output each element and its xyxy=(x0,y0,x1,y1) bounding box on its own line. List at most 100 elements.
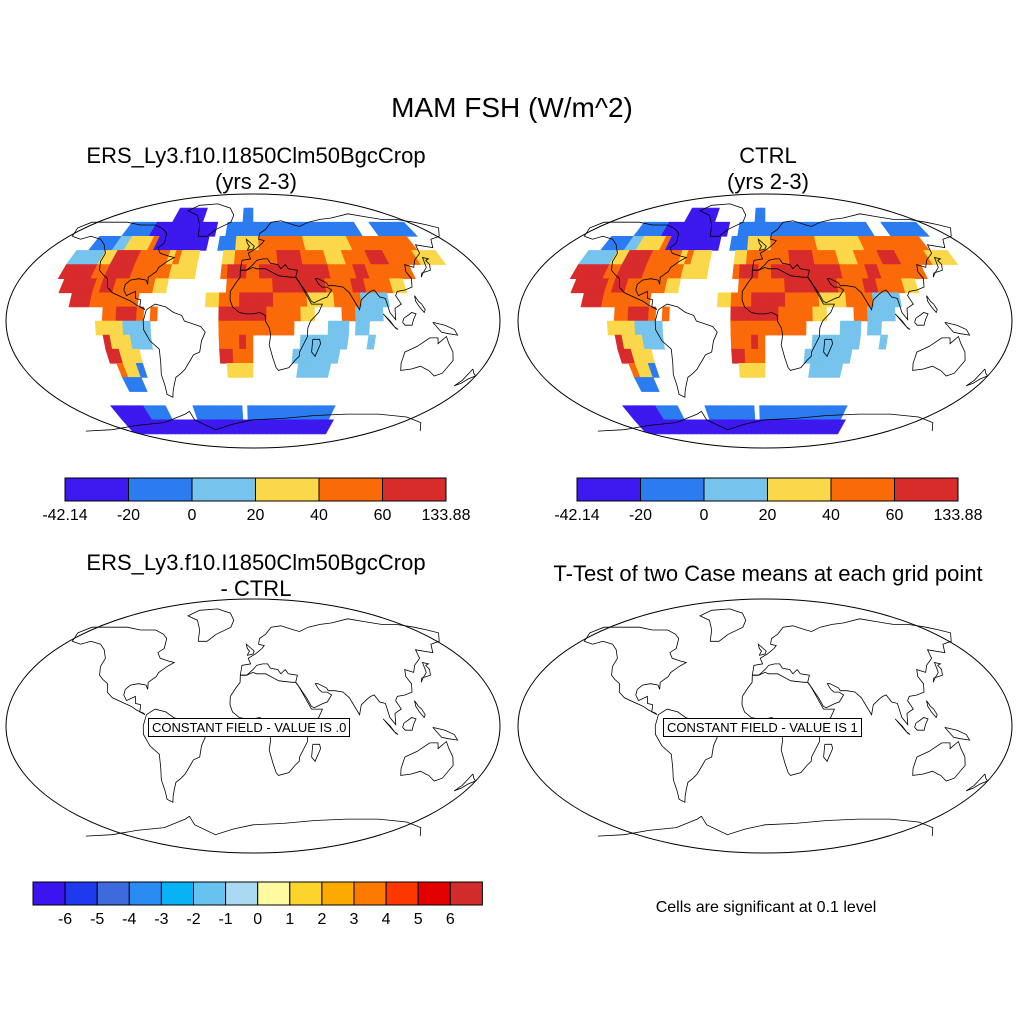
grid-cell xyxy=(716,292,726,308)
colorbar-tick-label: 3 xyxy=(350,911,359,928)
map1-coastline xyxy=(311,338,322,358)
map4-coastline xyxy=(823,743,834,763)
grid-cell xyxy=(744,320,752,336)
colorbar-swatch xyxy=(894,477,959,502)
grid-cell xyxy=(252,292,261,308)
grid-cell xyxy=(272,278,281,294)
grid-cell xyxy=(245,348,254,364)
grid-cell xyxy=(654,320,664,336)
map1-coastline xyxy=(245,238,255,251)
colorbar-swatch xyxy=(64,881,98,906)
grid-cell xyxy=(232,306,240,322)
colorbar-ctrl: -42.14 -20 0 20 40 60 133.88 xyxy=(554,477,983,524)
colorbar-tick-label: 1 xyxy=(285,911,294,928)
grid-cell xyxy=(225,278,234,294)
grid-cell xyxy=(232,320,240,336)
grid-cell xyxy=(648,320,657,336)
map3-coastline xyxy=(453,773,477,792)
grid-cell xyxy=(699,264,710,279)
map4-border xyxy=(517,598,1013,854)
grid-cell xyxy=(239,278,247,294)
grid-cell xyxy=(798,306,807,322)
constant-field-label-diff: CONSTANT FIELD - VALUE IS .0 xyxy=(148,718,351,737)
grid-cell xyxy=(771,278,779,294)
grid-cell xyxy=(252,320,261,336)
colorbar-swatch xyxy=(767,477,832,502)
colorbar-swatch xyxy=(640,477,705,502)
grid-cell xyxy=(258,264,267,279)
map4-coastline xyxy=(965,773,989,792)
grid-cell xyxy=(143,334,153,350)
map2-coastline xyxy=(654,303,718,398)
map-panel-ttest xyxy=(517,598,1013,854)
grid-cell xyxy=(730,292,739,308)
grid-cell xyxy=(758,264,766,279)
grid-cell xyxy=(218,292,227,308)
map4-coastline xyxy=(932,661,943,683)
grid-cell xyxy=(759,207,766,223)
colorbar-swatch xyxy=(225,881,259,906)
colorbar-tick-label: -4 xyxy=(122,911,136,928)
map3-coastlines xyxy=(71,608,477,837)
grid-cell xyxy=(286,306,295,322)
grid-cell xyxy=(606,320,616,336)
grid-cell xyxy=(764,405,771,421)
grid-cell xyxy=(764,278,773,294)
grid-cell xyxy=(750,320,759,336)
grid-cell xyxy=(218,334,227,350)
grid-cell xyxy=(757,320,766,336)
map4-coastline xyxy=(741,671,836,776)
grid-cell xyxy=(737,306,745,322)
grid-cell xyxy=(211,292,220,308)
map2-border xyxy=(517,193,1013,449)
grid-cell xyxy=(613,320,623,336)
grid-cell xyxy=(252,405,259,421)
colorbar-swatch xyxy=(160,881,194,906)
grid-cell xyxy=(433,221,457,237)
grid-cell xyxy=(279,306,288,322)
colorbar-swatch xyxy=(382,477,447,502)
grid-cell xyxy=(232,334,240,350)
grid-cell xyxy=(759,405,766,421)
grid-cell xyxy=(286,320,295,336)
map2-coastline xyxy=(741,266,836,371)
map2-coastline xyxy=(912,335,966,377)
grid-cell xyxy=(428,250,447,265)
grid-cell xyxy=(764,320,773,336)
grid-cell xyxy=(122,306,131,322)
grid-cell xyxy=(273,306,281,322)
colorbar-tick-label: -6 xyxy=(58,911,72,928)
grid-cell xyxy=(646,377,660,392)
grid-cell xyxy=(819,306,828,322)
grid-cell xyxy=(245,334,254,350)
significance-note: Cells are significant at 0.1 level xyxy=(655,899,877,916)
grid-cell xyxy=(846,320,855,336)
grid-cell xyxy=(771,320,780,336)
colorbar-tick-label: 20 xyxy=(247,507,265,524)
grid-cell xyxy=(307,306,316,322)
grid-cell xyxy=(945,221,969,237)
grid-cell xyxy=(293,306,302,322)
map2-coastline xyxy=(597,410,934,432)
grid-cell xyxy=(757,334,766,350)
grid-cell xyxy=(292,292,302,308)
map2-coastline xyxy=(914,312,929,326)
colorbar-tick-label: -2 xyxy=(186,911,200,928)
grid-cell xyxy=(327,320,336,336)
map3-coastline xyxy=(400,740,454,782)
colorbar-case: -42.14 -20 0 20 40 60 133.88 xyxy=(42,477,471,524)
grid-cell xyxy=(265,278,274,294)
grid-cell xyxy=(731,348,740,364)
map1-coastline xyxy=(229,266,324,371)
colorbar-swatch xyxy=(385,881,419,906)
grid-cell xyxy=(907,278,920,294)
panel1-title-line1: ERS_Ly3.f10.I1850Clm50BgcCrop xyxy=(86,143,426,168)
grid-cell xyxy=(791,292,800,308)
grid-cell xyxy=(738,363,747,378)
grid-cell xyxy=(887,306,896,322)
colorbar-tick-label: 0 xyxy=(188,507,197,524)
grid-cell xyxy=(236,405,244,421)
grid-cell xyxy=(142,320,152,336)
map4-coastline xyxy=(944,727,971,741)
grid-cell xyxy=(129,320,138,336)
